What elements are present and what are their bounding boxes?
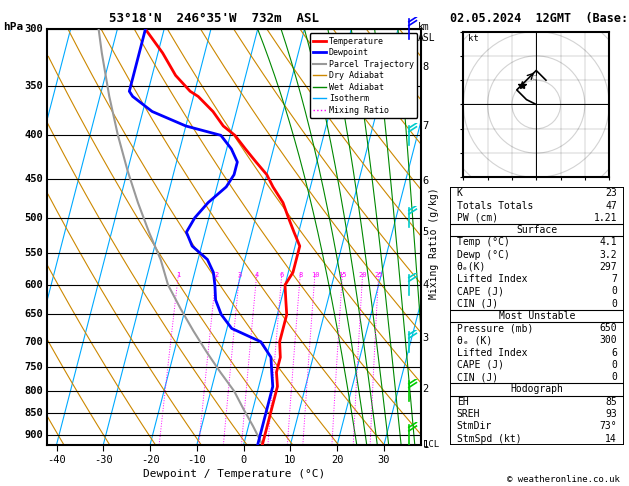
Text: 85: 85 xyxy=(605,397,617,407)
Text: 73°: 73° xyxy=(599,421,617,431)
Legend: Temperature, Dewpoint, Parcel Trajectory, Dry Adiabat, Wet Adiabat, Isotherm, Mi: Temperature, Dewpoint, Parcel Trajectory… xyxy=(309,34,417,118)
Text: 3.2: 3.2 xyxy=(599,250,617,260)
Text: 850: 850 xyxy=(24,409,43,418)
Text: 15: 15 xyxy=(338,273,347,278)
Text: Most Unstable: Most Unstable xyxy=(499,311,575,321)
Text: 900: 900 xyxy=(24,430,43,439)
Text: 6: 6 xyxy=(423,176,429,186)
Text: 800: 800 xyxy=(24,386,43,396)
Text: 8: 8 xyxy=(298,273,303,278)
Text: 47: 47 xyxy=(605,201,617,210)
Text: 14: 14 xyxy=(605,434,617,444)
Text: 3: 3 xyxy=(423,333,429,343)
Text: 0: 0 xyxy=(611,360,617,370)
Text: StmDir: StmDir xyxy=(457,421,492,431)
Text: CIN (J): CIN (J) xyxy=(457,298,498,309)
Text: 350: 350 xyxy=(24,81,43,91)
Text: 650: 650 xyxy=(599,323,617,333)
Text: EH: EH xyxy=(457,397,469,407)
Text: PW (cm): PW (cm) xyxy=(457,213,498,223)
Text: θₑ (K): θₑ (K) xyxy=(457,335,492,346)
Text: K: K xyxy=(457,188,462,198)
Text: CAPE (J): CAPE (J) xyxy=(457,360,504,370)
Text: CAPE (J): CAPE (J) xyxy=(457,286,504,296)
Text: 7: 7 xyxy=(423,121,429,131)
Text: 700: 700 xyxy=(24,337,43,347)
Text: 5: 5 xyxy=(423,227,429,237)
Text: Lifted Index: Lifted Index xyxy=(457,347,527,358)
Text: Dewp (°C): Dewp (°C) xyxy=(457,250,509,260)
Text: Pressure (mb): Pressure (mb) xyxy=(457,323,533,333)
Text: 650: 650 xyxy=(24,310,43,319)
Text: 6: 6 xyxy=(280,273,284,278)
Text: 300: 300 xyxy=(24,24,43,34)
Text: 4: 4 xyxy=(255,273,259,278)
Text: kt: kt xyxy=(468,35,479,43)
Text: 1.21: 1.21 xyxy=(594,213,617,223)
Text: km
ASL: km ASL xyxy=(418,22,436,43)
Text: 2: 2 xyxy=(214,273,218,278)
Text: 10: 10 xyxy=(311,273,320,278)
Text: 450: 450 xyxy=(24,174,43,184)
Text: θₑ(K): θₑ(K) xyxy=(457,262,486,272)
Text: 600: 600 xyxy=(24,280,43,290)
Text: 53°18'N  246°35'W  732m  ASL: 53°18'N 246°35'W 732m ASL xyxy=(109,12,319,25)
Text: Q: Q xyxy=(532,75,537,81)
Text: 400: 400 xyxy=(24,130,43,140)
X-axis label: Dewpoint / Temperature (°C): Dewpoint / Temperature (°C) xyxy=(143,469,325,479)
Text: 93: 93 xyxy=(605,409,617,419)
Text: 0: 0 xyxy=(611,286,617,296)
Text: Mixing Ratio (g/kg): Mixing Ratio (g/kg) xyxy=(429,187,439,299)
Text: 20: 20 xyxy=(359,273,367,278)
Text: 8: 8 xyxy=(423,62,429,71)
Text: CIN (J): CIN (J) xyxy=(457,372,498,382)
Text: Lifted Index: Lifted Index xyxy=(457,274,527,284)
Text: © weatheronline.co.uk: © weatheronline.co.uk xyxy=(507,474,620,484)
Text: 500: 500 xyxy=(24,213,43,223)
Text: Hodograph: Hodograph xyxy=(510,384,564,395)
Text: Totals Totals: Totals Totals xyxy=(457,201,533,210)
Text: 1: 1 xyxy=(177,273,181,278)
Text: Temp (°C): Temp (°C) xyxy=(457,237,509,247)
Text: 2: 2 xyxy=(423,384,429,394)
Text: 3: 3 xyxy=(238,273,242,278)
Text: SREH: SREH xyxy=(457,409,480,419)
Text: 6: 6 xyxy=(611,347,617,358)
Text: 0: 0 xyxy=(611,298,617,309)
Text: 1: 1 xyxy=(423,440,429,450)
Text: StmSpd (kt): StmSpd (kt) xyxy=(457,434,521,444)
Text: 300: 300 xyxy=(599,335,617,346)
Text: Surface: Surface xyxy=(516,225,557,235)
Text: 25: 25 xyxy=(374,273,383,278)
Text: 297: 297 xyxy=(599,262,617,272)
Text: 23: 23 xyxy=(605,188,617,198)
Text: 7: 7 xyxy=(611,274,617,284)
Text: 4: 4 xyxy=(423,280,429,290)
Text: hPa: hPa xyxy=(3,22,23,32)
Text: 0: 0 xyxy=(611,372,617,382)
Text: 02.05.2024  12GMT  (Base: 18): 02.05.2024 12GMT (Base: 18) xyxy=(450,12,629,25)
Text: 750: 750 xyxy=(24,362,43,372)
Text: 550: 550 xyxy=(24,248,43,258)
Text: LCL: LCL xyxy=(423,440,439,449)
Text: 4.1: 4.1 xyxy=(599,237,617,247)
